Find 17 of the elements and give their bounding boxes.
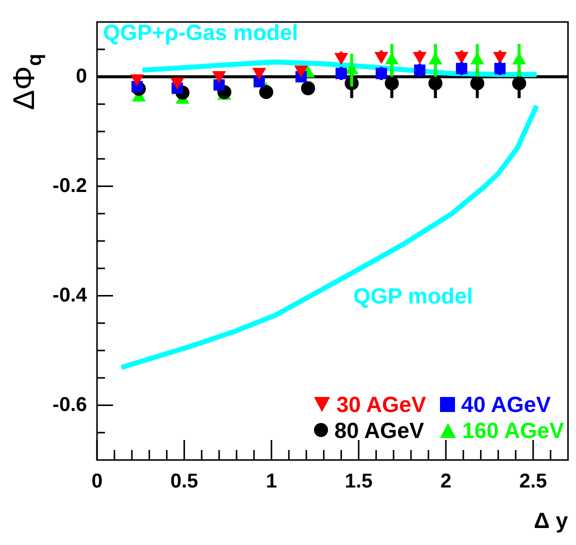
- y-tick-label: -0.4: [52, 284, 88, 306]
- y-tick-label: -0.6: [52, 394, 87, 416]
- legend-label: 30 AGeV: [336, 392, 426, 417]
- x-tick-label: 0: [91, 470, 103, 493]
- annotation: QGP+ρ-Gas model: [103, 20, 298, 46]
- annotation: QGP model: [353, 283, 473, 308]
- x-tick-label: 0.5: [170, 470, 198, 493]
- x-tick-label: 1: [266, 470, 278, 493]
- x-tick-label: 2.5: [519, 470, 548, 493]
- legend-label: 40 AGeV: [461, 392, 551, 417]
- x-tick-label: 2: [440, 470, 452, 493]
- legend-label: 80 AGeV: [334, 418, 424, 443]
- x-axis-title: Δ y: [534, 508, 568, 534]
- y-tick-label: 0: [76, 65, 87, 88]
- legend-label: 160 AGeV: [462, 418, 564, 443]
- y-tick-label: -0.2: [52, 174, 87, 197]
- x-tick-label: 1.5: [344, 470, 373, 493]
